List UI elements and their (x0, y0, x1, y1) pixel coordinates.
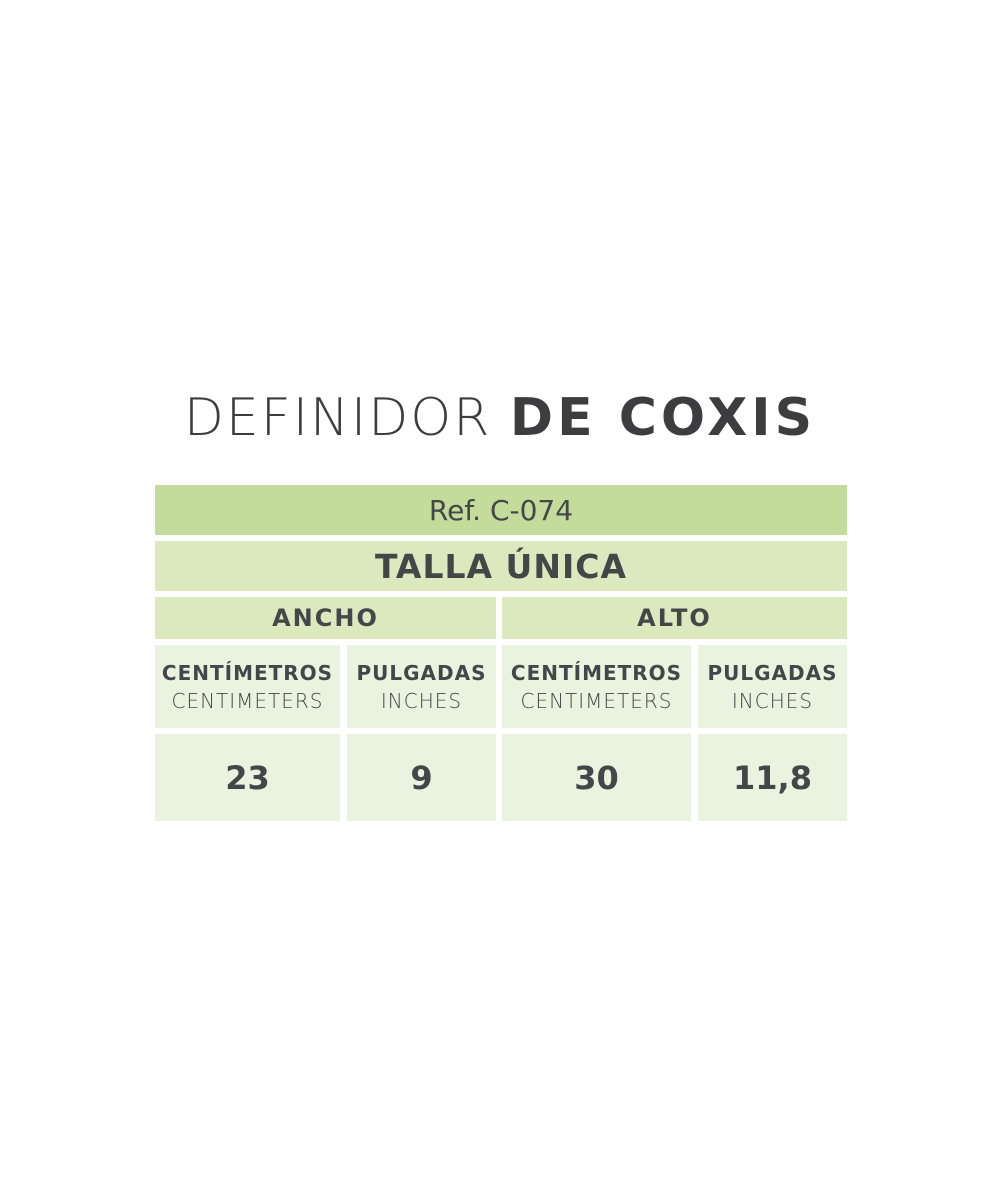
title-light: DEFINIDOR (183, 388, 510, 448)
page-title: DEFINIDOR DE COXIS (0, 388, 1000, 448)
group-label: ALTO (637, 604, 712, 632)
unit-en: CENTIMETERS (171, 688, 324, 713)
group-label: ANCHO (272, 604, 379, 632)
unit-header: PULGADAS INCHES (347, 645, 496, 728)
unit-es: PULGADAS (356, 660, 487, 685)
reference-row: Ref. C-074 (155, 485, 847, 535)
reference-label: Ref. C-074 (428, 493, 574, 527)
value: 30 (574, 758, 619, 797)
group-header-width: ANCHO (155, 597, 496, 639)
unit-header: CENTÍMETROS CENTIMETERS (155, 645, 340, 728)
value-cell: 9 (347, 734, 496, 821)
title-bold: DE COXIS (509, 388, 817, 448)
value: 23 (225, 758, 270, 797)
unit-header: PULGADAS INCHES (698, 645, 847, 728)
size-row: TALLA ÚNICA (155, 541, 847, 591)
unit-en: INCHES (731, 688, 814, 713)
value-cell: 23 (155, 734, 340, 821)
unit-es: CENTÍMETROS (161, 660, 334, 685)
unit-es: PULGADAS (707, 660, 838, 685)
size-label: TALLA ÚNICA (374, 546, 628, 586)
unit-en: CENTIMETERS (520, 688, 673, 713)
unit-es: CENTÍMETROS (510, 660, 683, 685)
value: 9 (410, 758, 433, 797)
group-header-height: ALTO (502, 597, 847, 639)
value-cell: 30 (502, 734, 691, 821)
value: 11,8 (733, 758, 812, 797)
value-cell: 11,8 (698, 734, 847, 821)
unit-header: CENTÍMETROS CENTIMETERS (502, 645, 691, 728)
unit-en: INCHES (380, 688, 463, 713)
